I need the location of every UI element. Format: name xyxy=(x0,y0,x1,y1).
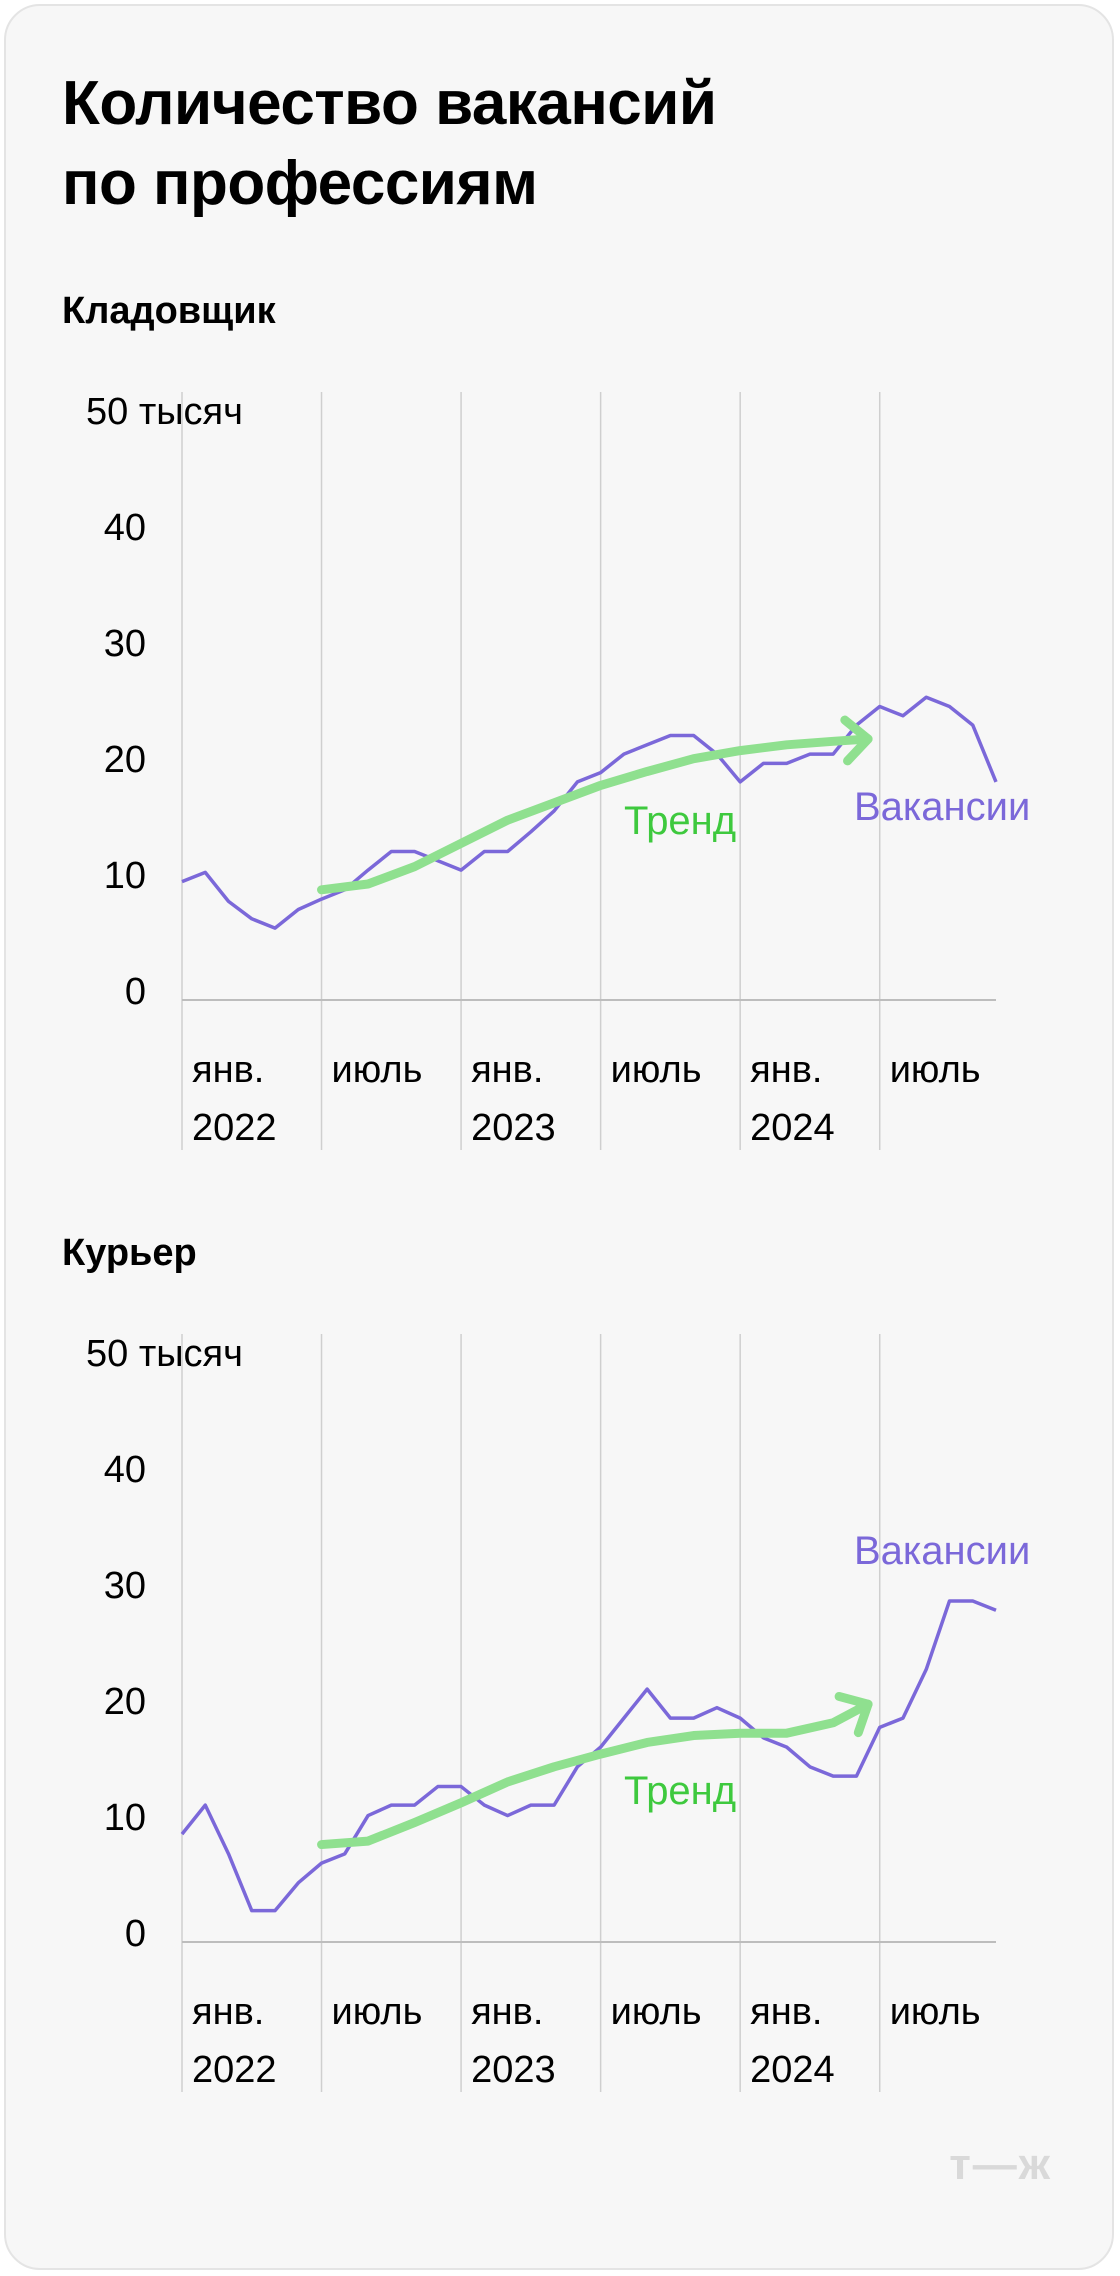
y-tick-label: 30 xyxy=(104,623,146,665)
chart-title-courier: Курьер xyxy=(62,1232,197,1274)
trend-label: Тренд xyxy=(624,1769,736,1813)
vacancies-label: Вакансии xyxy=(854,785,1030,829)
y-tick-label: 10 xyxy=(104,1797,146,1839)
storekeeper-chart: 0 10 20 30 40 50 тысяч янв. 2022 июль янв. 2023 июл… xyxy=(86,391,1030,1150)
x-tick-year-label: 2024 xyxy=(750,1107,835,1149)
x-tick-year-label: 2023 xyxy=(471,1107,556,1149)
y-tick-label: 30 xyxy=(104,1565,146,1607)
y-tick-label: 20 xyxy=(104,739,146,781)
y-tick-label: 40 xyxy=(104,1449,146,1491)
y-unit-label: 50 тысяч xyxy=(86,1333,243,1375)
y-tick-label: 0 xyxy=(125,1913,146,1955)
x-tick-label: июль xyxy=(332,1049,423,1091)
chart-card: Количество вакансий по профессиям Кладов… xyxy=(4,4,1114,2270)
trend-arrowhead xyxy=(834,1691,873,1738)
x-tick-year-label: 2023 xyxy=(471,2049,556,2091)
x-tick-label: июль xyxy=(890,1049,981,1091)
trend-line xyxy=(317,734,873,895)
x-tick-label: июль xyxy=(890,1991,981,2033)
x-tick-label: июль xyxy=(332,1991,423,2033)
x-tick-label: янв. xyxy=(471,1991,543,2033)
x-tick-label: янв. xyxy=(750,1049,822,1091)
chart-title-storekeeper: Кладовщик xyxy=(62,290,276,332)
x-tick-label: янв. xyxy=(192,1991,264,2033)
x-tick-year-label: 2024 xyxy=(750,2049,835,2091)
vacancies-label: Вакансии xyxy=(854,1529,1030,1573)
y-tick-label: 40 xyxy=(104,507,146,549)
x-tick-label: июль xyxy=(611,1049,702,1091)
x-tick-label: июль xyxy=(611,1991,702,2033)
trend-label: Тренд xyxy=(624,799,736,843)
tzh-logo: т—ж xyxy=(949,2140,1052,2189)
x-tick-label: янв. xyxy=(471,1049,543,1091)
vacancies-line xyxy=(181,695,998,930)
page-title-line2: по профессиям xyxy=(62,149,538,218)
y-tick-label: 10 xyxy=(104,855,146,897)
courier-chart: 0 10 20 30 40 50 тысяч янв. 2022 июль янв. 2023 июл… xyxy=(86,1333,1030,2092)
y-unit-label: 50 тысяч xyxy=(86,391,243,433)
page-title-line1: Количество вакансий xyxy=(62,69,717,138)
x-tick-year-label: 2022 xyxy=(192,2049,277,2091)
y-tick-label: 20 xyxy=(104,1681,146,1723)
y-tick-label: 0 xyxy=(125,971,146,1013)
trend-line xyxy=(317,1699,873,1850)
x-tick-label: янв. xyxy=(750,1991,822,2033)
page-title: Количество вакансий по профессиям xyxy=(62,64,717,224)
x-tick-label: янв. xyxy=(192,1049,264,1091)
x-tick-year-label: 2022 xyxy=(192,1107,277,1149)
trend-arrowhead xyxy=(840,715,873,766)
